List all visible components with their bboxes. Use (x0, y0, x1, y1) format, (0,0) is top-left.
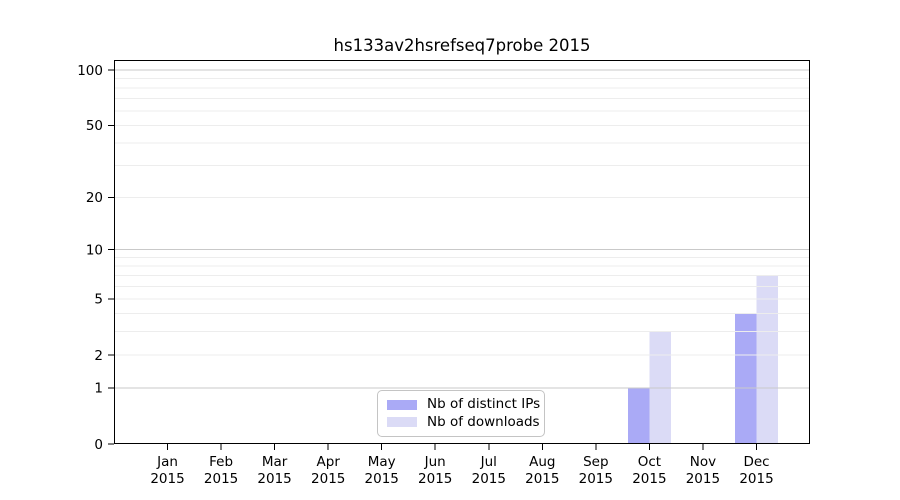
legend-swatch-distinct-ips (387, 399, 417, 410)
x-tick-label-year-may: 2015 (365, 471, 399, 487)
x-tick-label-month-sep: Sep (583, 454, 608, 470)
x-tick-label-month-nov: Nov (690, 454, 716, 470)
bar-nb-of-downloads-dec-2015 (756, 275, 778, 444)
x-tick-label-year-dec: 2015 (739, 471, 773, 487)
x-tick-label-month-oct: Oct (638, 454, 661, 470)
x-tick-label-month-mar: Mar (262, 454, 288, 470)
x-tick-label-month-dec: Dec (743, 454, 769, 470)
bar-nb-of-distinct-ips-oct-2015 (627, 387, 650, 444)
x-tick-label-year-aug: 2015 (525, 471, 559, 487)
axes-layer: 0125102050100Jan2015Feb2015Mar2015Apr201… (77, 60, 810, 487)
x-tick-label-month-aug: Aug (529, 454, 555, 470)
y-tick-label-100: 100 (77, 63, 103, 79)
x-tick-label-year-mar: 2015 (257, 471, 291, 487)
legend-label-downloads: Nb of downloads (427, 413, 540, 430)
x-tick-label-year-sep: 2015 (579, 471, 613, 487)
grid-layer (115, 69, 809, 389)
bar-nb-of-distinct-ips-dec-2015 (735, 313, 757, 444)
x-tick-label-month-jul: Jul (480, 454, 497, 470)
y-tick-label-20: 20 (86, 190, 103, 206)
legend-item-downloads: Nb of downloads (387, 415, 540, 430)
x-tick-label-year-nov: 2015 (686, 471, 720, 487)
plot-frame (114, 60, 810, 444)
x-tick-label-month-may: May (368, 454, 396, 470)
legend: Nb of distinct IPs Nb of downloads (377, 390, 545, 437)
chart-title: hs133av2hsrefseq7probe 2015 (334, 36, 591, 55)
legend-item-distinct-ips: Nb of distinct IPs (387, 397, 540, 412)
y-tick-label-5: 5 (94, 292, 103, 308)
x-tick-label-year-jan: 2015 (150, 471, 184, 487)
y-tick-label-10: 10 (86, 243, 103, 259)
y-tick-label-1: 1 (94, 381, 103, 397)
y-tick-label-0: 0 (94, 437, 103, 453)
y-tick-label-50: 50 (86, 118, 103, 134)
x-tick-label-year-apr: 2015 (311, 471, 345, 487)
x-tick-label-year-oct: 2015 (632, 471, 666, 487)
bars-layer (627, 275, 778, 444)
x-tick-label-month-apr: Apr (317, 454, 341, 470)
legend-swatch-downloads (387, 417, 417, 428)
legend-label-distinct-ips: Nb of distinct IPs (427, 396, 541, 412)
x-tick-label-year-jul: 2015 (472, 471, 506, 487)
x-tick-label-month-feb: Feb (209, 454, 233, 470)
y-tick-label-2: 2 (94, 348, 103, 364)
x-tick-label-month-jan: Jan (156, 454, 178, 470)
x-tick-label-year-jun: 2015 (418, 471, 452, 487)
x-tick-label-month-jun: Jun (424, 454, 446, 470)
x-tick-label-year-feb: 2015 (204, 471, 238, 487)
